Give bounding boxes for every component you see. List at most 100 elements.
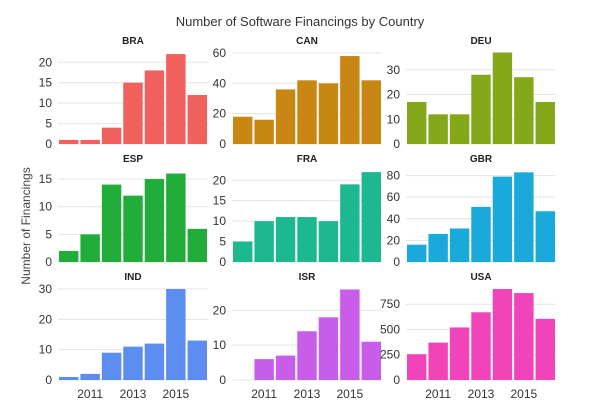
bar-esp-2013 [123,195,143,262]
y-tick-label: 0 [45,255,52,269]
y-tick-label: 0 [45,373,52,387]
bar-isr-2015 [340,289,360,380]
bar-fra-2013 [297,217,317,262]
y-tick-label: 30 [39,282,53,296]
bar-isr-2013 [297,331,317,380]
bar-ind-2013 [123,346,143,380]
bar-esp-2014 [144,179,165,262]
y-tick-label: 0 [219,255,226,269]
bar-usa-2013 [471,312,491,380]
y-tick-label: 5 [45,227,52,241]
y-tick-label: 60 [213,46,227,60]
bar-can-2013 [297,80,317,144]
bar-gbr-2012 [449,228,470,262]
bar-isr-2014 [318,317,339,380]
facet-title-deu: DEU [470,36,491,47]
bar-gbr-2013 [471,206,491,262]
bar-esp-2015 [166,173,186,262]
bar-bra-2015 [166,54,186,144]
chart-title: Number of Software Financings by Country [176,14,425,29]
bar-deu-2014 [492,52,513,145]
y-tick-label: 80 [387,169,401,183]
y-tick-label: 20 [213,303,227,317]
facet-title-gbr: GBR [470,154,493,165]
bar-deu-2010 [407,101,427,144]
y-tick-label: 250 [380,348,400,362]
y-tick-label: 20 [39,312,53,326]
bar-usa-2010 [407,354,427,380]
bar-esp-2012 [101,184,122,262]
bar-bra-2014 [144,70,165,144]
bar-esp-2010 [59,250,79,262]
facet-can: CAN 0 20 40 60 [213,36,382,151]
y-tick-label: 15 [213,194,227,208]
bar-usa-2012 [449,327,470,380]
facet-panels: BRA 0 5 10 15 20 CAN 0 20 40 60 DEU 0 10 20 30 ESP 0 5 10 15… [39,36,556,401]
y-tick-label: 20 [387,233,401,247]
bar-deu-2011 [428,114,448,144]
y-tick-label: 40 [387,212,401,226]
bar-can-2015 [340,56,360,145]
y-tick-label: 20 [387,88,401,102]
x-tick-label: 2013 [294,387,321,401]
facet-usa: USA 0 250 500 750 2011 2013 2015 [380,272,556,401]
bar-can-2011 [254,119,274,144]
bar-deu-2016 [535,101,555,144]
bar-fra-2011 [254,221,274,262]
bar-bra-2010 [59,139,79,144]
facet-deu: DEU 0 10 20 30 [387,36,556,151]
bar-usa-2011 [428,342,448,380]
y-tick-label: 10 [39,200,53,214]
bar-isr-2016 [361,341,381,380]
y-tick-label: 60 [387,190,401,204]
y-tick-label: 20 [213,107,227,121]
bar-fra-2015 [340,184,360,262]
x-tick-label: 2013 [468,387,495,401]
bar-deu-2012 [449,114,470,144]
bar-ind-2010 [59,376,79,380]
bar-can-2014 [318,83,339,144]
y-tick-label: 5 [45,117,52,131]
bar-ind-2016 [187,340,207,380]
x-tick-label: 2013 [120,387,147,401]
y-tick-label: 10 [387,112,401,126]
facet-title-isr: ISR [299,272,316,283]
bar-isr-2012 [275,355,296,380]
facet-title-can: CAN [296,36,318,47]
bar-fra-2012 [275,217,296,262]
bar-bra-2016 [187,94,207,144]
y-tick-label: 15 [39,76,53,90]
facet-title-usa: USA [470,272,491,283]
facet-esp: ESP 0 5 10 15 [39,154,208,269]
bar-esp-2016 [187,228,207,262]
bar-can-2010 [233,116,253,144]
y-tick-label: 0 [219,137,226,151]
y-tick-label: 15 [39,172,53,186]
y-tick-label: 500 [380,322,400,336]
bar-usa-2015 [514,293,534,380]
y-axis-label: Number of Financings [19,167,33,284]
bar-gbr-2016 [535,211,555,262]
bar-can-2016 [361,80,381,144]
bar-gbr-2014 [492,176,513,262]
facet-title-esp: ESP [123,154,143,165]
y-tick-label: 750 [380,297,400,311]
y-tick-label: 10 [39,96,53,110]
y-tick-label: 0 [219,373,226,387]
bar-bra-2012 [101,127,122,144]
x-tick-label: 2011 [251,387,277,401]
y-tick-label: 20 [213,173,227,187]
x-tick-label: 2015 [163,387,190,401]
facet-gbr: GBR 0 20 40 60 80 [387,154,556,269]
y-tick-label: 10 [213,338,227,352]
y-tick-label: 20 [39,55,53,69]
y-tick-label: 30 [387,63,401,77]
y-tick-label: 40 [213,76,227,90]
bar-fra-2014 [318,221,339,262]
bar-isr-2011 [254,359,274,380]
x-tick-label: 2015 [337,387,364,401]
facet-fra: FRA 0 5 10 15 20 [213,154,382,269]
bar-bra-2011 [80,139,100,144]
facet-bra: BRA 0 5 10 15 20 [39,36,208,151]
